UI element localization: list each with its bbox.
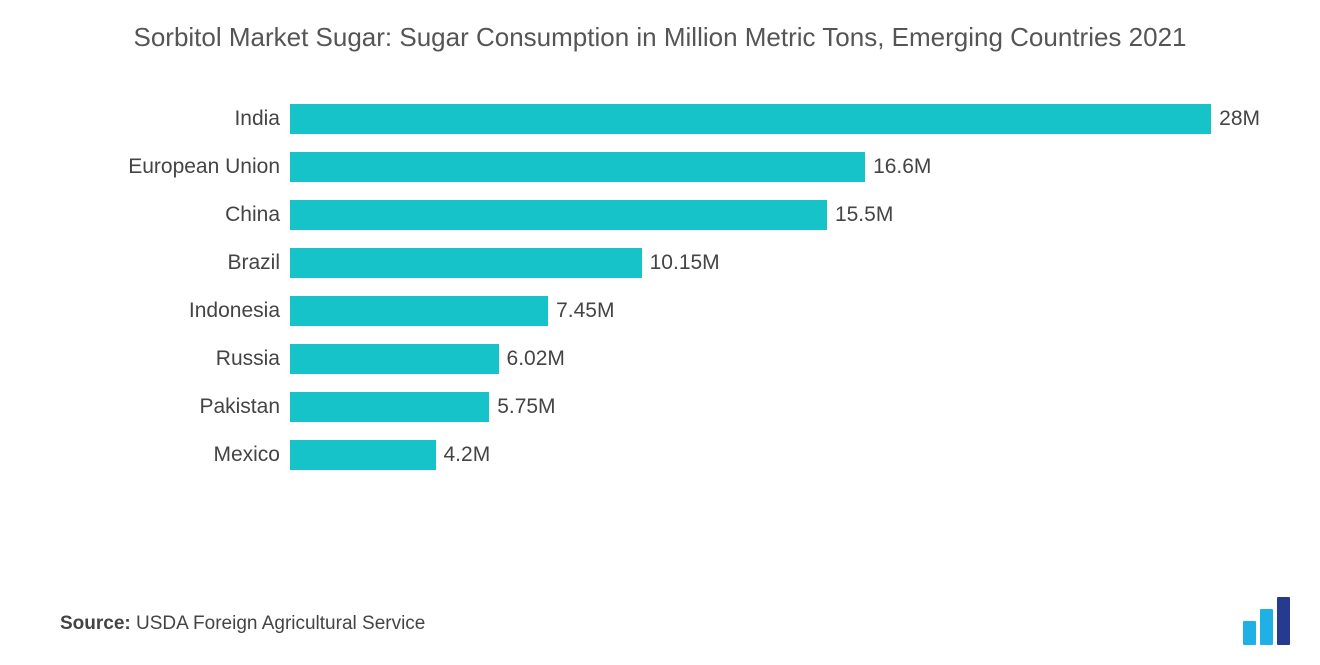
source-label: Source:: [60, 613, 131, 634]
bar-fill: [290, 296, 548, 326]
brand-logo-icon: [1243, 597, 1290, 645]
bar-fill: [290, 392, 489, 422]
bar-track: 16.6M: [290, 152, 1260, 182]
logo-bar-3: [1277, 597, 1290, 645]
bar-fill: [290, 344, 499, 374]
bar-track: 28M: [290, 104, 1260, 134]
source-text: USDA Foreign Agricultural Service: [136, 613, 425, 634]
bar-label: Indonesia: [60, 299, 290, 323]
bar-track: 10.15M: [290, 248, 1260, 278]
bar-row: Brazil 10.15M: [60, 239, 1260, 287]
bar-label: European Union: [60, 155, 290, 179]
bar-row: Pakistan 5.75M: [60, 383, 1260, 431]
bar-fill: [290, 104, 1211, 134]
bar-row: European Union 16.6M: [60, 143, 1260, 191]
chart-title: Sorbitol Market Sugar: Sugar Consumption…: [0, 0, 1320, 65]
bar-value: 16.6M: [865, 155, 931, 179]
bar-value: 10.15M: [642, 251, 720, 275]
bar-row: Russia 6.02M: [60, 335, 1260, 383]
chart-container: Sorbitol Market Sugar: Sugar Consumption…: [0, 0, 1320, 665]
bar-value: 7.45M: [548, 299, 614, 323]
bar-label: Russia: [60, 347, 290, 371]
bar-value: 5.75M: [489, 395, 555, 419]
bar-fill: [290, 440, 436, 470]
bar-track: 6.02M: [290, 344, 1260, 374]
logo-bar-2: [1260, 609, 1273, 645]
bar-value: 6.02M: [499, 347, 565, 371]
bar-value: 28M: [1211, 107, 1260, 131]
bar-fill: [290, 152, 865, 182]
bar-row: India 28M: [60, 95, 1260, 143]
bar-label: Brazil: [60, 251, 290, 275]
bar-label: Mexico: [60, 443, 290, 467]
bar-track: 7.45M: [290, 296, 1260, 326]
bar-track: 4.2M: [290, 440, 1260, 470]
bar-value: 15.5M: [827, 203, 893, 227]
bar-row: Mexico 4.2M: [60, 431, 1260, 479]
bar-label: China: [60, 203, 290, 227]
bar-fill: [290, 248, 642, 278]
bar-row: China 15.5M: [60, 191, 1260, 239]
bar-label: India: [60, 107, 290, 131]
bar-value: 4.2M: [436, 443, 491, 467]
bar-fill: [290, 200, 827, 230]
bars-area: India 28M European Union 16.6M China 15.…: [0, 65, 1320, 479]
bar-track: 15.5M: [290, 200, 1260, 230]
bar-track: 5.75M: [290, 392, 1260, 422]
logo-bar-1: [1243, 621, 1256, 645]
bar-row: Indonesia 7.45M: [60, 287, 1260, 335]
source-line: Source: USDA Foreign Agricultural Servic…: [60, 613, 425, 635]
bar-label: Pakistan: [60, 395, 290, 419]
